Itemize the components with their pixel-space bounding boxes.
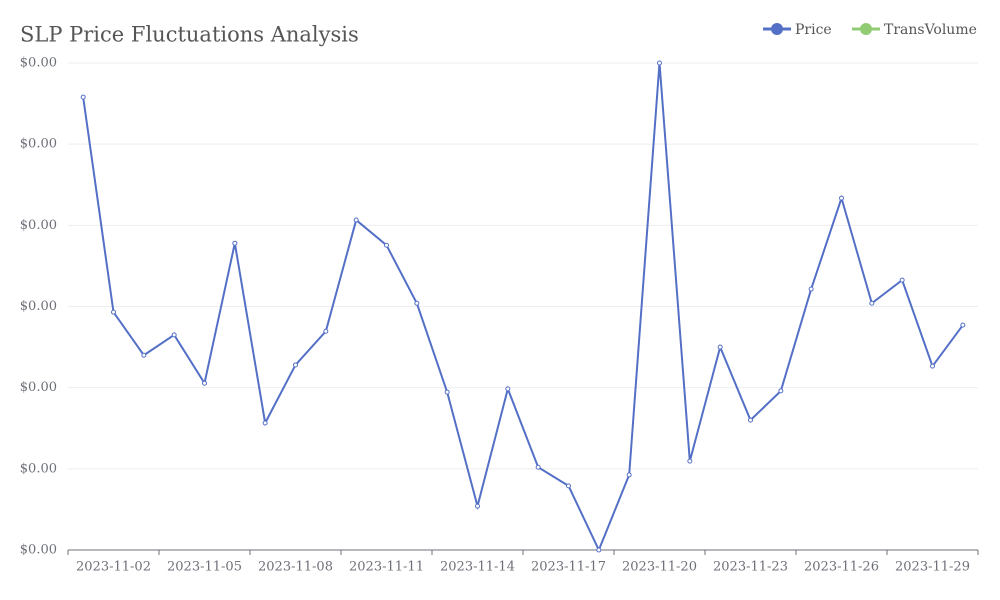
y-tick-label: $0.00 (20, 299, 57, 314)
y-tick-label: $0.00 (20, 218, 57, 233)
data-point (899, 277, 905, 283)
legend-icon (771, 23, 783, 35)
price-line (82, 62, 964, 553)
data-point (869, 300, 875, 306)
x-tick-label: 2023-11-20 (622, 560, 697, 575)
data-point (748, 417, 753, 423)
legend-icon (860, 23, 872, 35)
data-point (626, 472, 632, 478)
data-point (657, 60, 662, 66)
x-tick-label: 2023-11-17 (531, 560, 606, 575)
data-point (535, 464, 541, 470)
data-point (262, 420, 268, 426)
x-tick-label: 2023-11-26 (804, 560, 879, 575)
data-point (323, 328, 329, 334)
data-point (141, 352, 147, 358)
data-point (111, 309, 116, 315)
data-point (384, 242, 389, 248)
data-point (778, 388, 784, 394)
data-point (505, 386, 511, 392)
data-point (80, 94, 86, 100)
y-tick-label: $0.00 (20, 543, 57, 558)
data-point (202, 380, 207, 386)
x-tick-label: 2023-11-05 (167, 560, 242, 575)
data-point (353, 217, 359, 223)
data-point (808, 286, 814, 292)
y-tick-label: $0.00 (20, 380, 57, 395)
data-point (475, 503, 480, 509)
data-point (717, 344, 723, 350)
data-point (293, 362, 298, 368)
data-point (930, 363, 935, 369)
x-tick-label: 2023-11-14 (440, 560, 515, 575)
x-tick-label: 2023-11-11 (349, 560, 424, 575)
data-point (596, 547, 602, 553)
y-tick-label: $0.00 (20, 56, 57, 71)
chart-title: SLP Price Fluctuations Analysis (20, 23, 359, 47)
data-point (687, 458, 693, 464)
data-point (566, 483, 571, 489)
data-point (232, 240, 238, 246)
legend-label: Price (795, 22, 832, 38)
data-point (414, 300, 420, 306)
data-point (960, 322, 966, 328)
x-tick-label: 2023-11-23 (713, 560, 788, 575)
x-tick-label: 2023-11-02 (76, 560, 151, 575)
data-point (839, 195, 844, 201)
data-point (444, 389, 450, 395)
y-tick-label: $0.00 (20, 137, 57, 152)
legend-label: TransVolume (884, 22, 977, 38)
y-tick-label: $0.00 (20, 461, 57, 476)
x-tick-label: 2023-11-29 (895, 560, 970, 575)
data-point (171, 332, 177, 338)
x-tick-label: 2023-11-08 (258, 560, 333, 575)
